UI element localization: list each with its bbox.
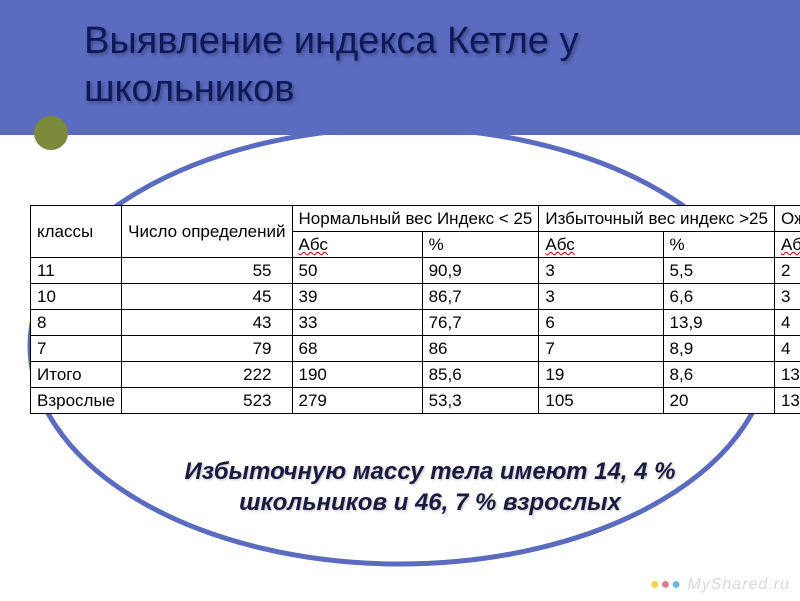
sub-abs: Абс xyxy=(774,232,800,258)
col-classes: классы xyxy=(31,206,122,258)
table-row: 8 43 33 76,7 6 13,9 4 9,3 xyxy=(31,310,800,336)
bmi-table: классы Число определений Нормальный вес … xyxy=(30,205,775,414)
col-overweight: Избыточный вес индекс >25 xyxy=(539,206,775,232)
table-row: Взрослые 523 279 53,3 105 20 139 26,7 xyxy=(31,388,800,414)
col-count: Число определений xyxy=(122,206,292,258)
sub-abs: Абс xyxy=(292,232,422,258)
table-row: 10 45 39 86,7 3 6,6 3 6,6 xyxy=(31,284,800,310)
col-obesity: Ожирение Индекс>30 xyxy=(774,206,800,232)
caption-text: Избыточную массу тела имеют 14, 4 % школ… xyxy=(130,456,730,518)
bullet-icon xyxy=(34,116,68,150)
col-normal: Нормальный вес Индекс < 25 xyxy=(292,206,539,232)
watermark: ●●● MyShared.ru xyxy=(650,576,790,594)
table-row: 11 55 50 90,9 3 5,5 2 3,6 xyxy=(31,258,800,284)
sub-pct: % xyxy=(663,232,774,258)
table-row: Итого 222 190 85,6 19 8,6 13 5,8 xyxy=(31,362,800,388)
sub-pct: % xyxy=(422,232,539,258)
table-row: 7 79 68 86 7 8,9 4 5,1 xyxy=(31,336,800,362)
sub-abs: Абс xyxy=(539,232,663,258)
table-header-row: классы Число определений Нормальный вес … xyxy=(31,206,800,232)
